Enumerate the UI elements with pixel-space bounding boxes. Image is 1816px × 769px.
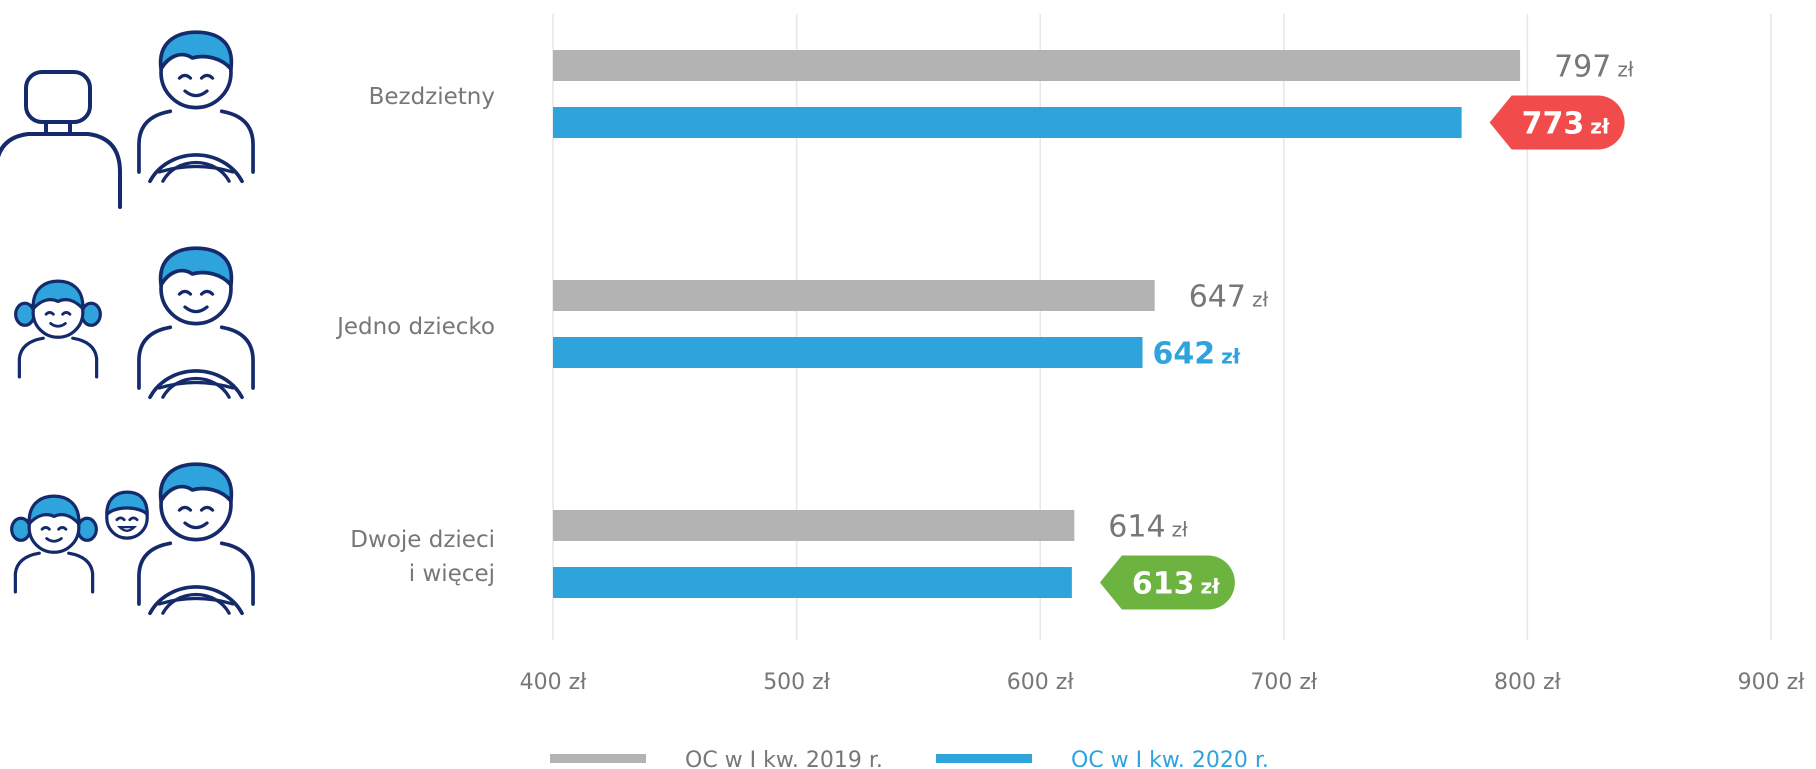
driver-eye [199,289,215,296]
driver-eye [199,505,215,512]
steering-wheel [161,592,231,615]
x-tick-label: 400 zł [520,670,588,695]
steering-wheel [148,153,244,184]
bar-2019 [553,280,1155,311]
girl-icon [14,279,102,379]
bar-2019 [553,50,1521,81]
value-unit: zł [1252,288,1268,312]
driver-smile [183,521,209,530]
driver-eye [177,73,193,80]
girl-pigtail [76,516,98,542]
empty-seat-and-driver-icon [0,30,255,209]
driver-eye [177,289,193,296]
value-unit: zł [1617,58,1633,82]
steering-wheel [161,160,231,183]
x-tick-label: 900 zł [1738,670,1806,695]
value-label: 773 zł [1522,107,1610,142]
girl-body [13,551,95,594]
boy-eyes [115,516,139,522]
value-number: 647 [1189,280,1246,315]
value-number: 642 [1153,337,1216,372]
value-label: 647 zł [1189,280,1269,315]
seat-back [0,132,122,209]
value-number: 614 [1108,510,1165,545]
steering-wheel [157,596,235,606]
steering-wheel [157,380,235,390]
steering-wheel [157,164,235,174]
value-label: 614 zł [1108,510,1188,545]
driver-hair [158,462,234,503]
legend-label: OC w I kw. 2019 r. [685,748,883,769]
boy-hair [105,490,149,516]
driver-icon [137,30,255,184]
girl-pigtail [14,301,36,327]
legend-label: OC w I kw. 2020 r. [1071,748,1269,769]
girl-icon [10,494,98,594]
driver-body [137,109,255,174]
driver-hair [158,30,234,71]
steering-wheel [161,376,231,399]
x-tick-label: 700 zł [1250,670,1318,695]
value-badge-shape [1099,555,1235,610]
value-badge: 773 zł [1489,95,1625,150]
value-badge-shape [1489,95,1625,150]
legend-swatch [550,754,646,763]
x-tick-label: 600 zł [1007,670,1075,695]
steering-wheel [148,369,244,400]
boy-icon [105,490,149,540]
girl-pigtail [10,516,32,542]
bar-2020 [553,337,1143,368]
driver-icon [137,462,255,616]
x-tick-label: 500 zł [763,670,831,695]
value-label: 642 zł [1153,337,1241,372]
driver-hair [158,246,234,287]
value-badge: 613 zł [1099,555,1235,610]
value-unit: zł [1590,115,1610,139]
steering-wheel [148,585,244,616]
driver-smile [183,89,209,98]
driver-icon [137,246,255,400]
girl-hair [31,279,85,311]
value-unit: zł [1221,345,1241,369]
girl-pigtail [80,301,102,327]
car-seat-icon [0,70,122,209]
category-label: Bezdzietny [369,84,495,110]
driver-smile [183,305,209,314]
bar-2019 [553,510,1075,541]
girl-smile [45,537,63,543]
category-label: Dwoje dzieci [350,527,495,553]
x-tick-label: 800 zł [1494,670,1562,695]
value-number: 773 [1522,107,1585,142]
driver-eye [199,73,215,80]
two-children-and-driver-icon [10,462,255,616]
girl-smile [49,322,67,328]
driver-eye [177,505,193,512]
value-unit: zł [1172,518,1188,542]
category-label: i więcej [409,561,495,587]
bar-2020 [553,107,1462,138]
girl-body [17,336,99,379]
girl-eyes [40,526,68,531]
value-label: 613 zł [1132,567,1220,602]
girl-eyes [44,311,72,316]
boy-smile [116,525,138,532]
bar-2020 [553,567,1072,598]
value-number: 797 [1554,50,1611,85]
driver-body [137,325,255,390]
value-label: 797 zł [1554,50,1634,85]
driver-body [137,541,255,606]
child-and-driver-icon [14,246,255,400]
girl-hair [27,494,81,526]
category-label: Jedno dziecko [335,314,495,340]
legend: OC w I kw. 2019 r. OC w I kw. 2020 r. [550,748,1269,769]
legend-swatch [936,754,1032,763]
value-number: 613 [1132,567,1195,602]
headrest [24,70,92,124]
value-unit: zł [1200,575,1220,599]
